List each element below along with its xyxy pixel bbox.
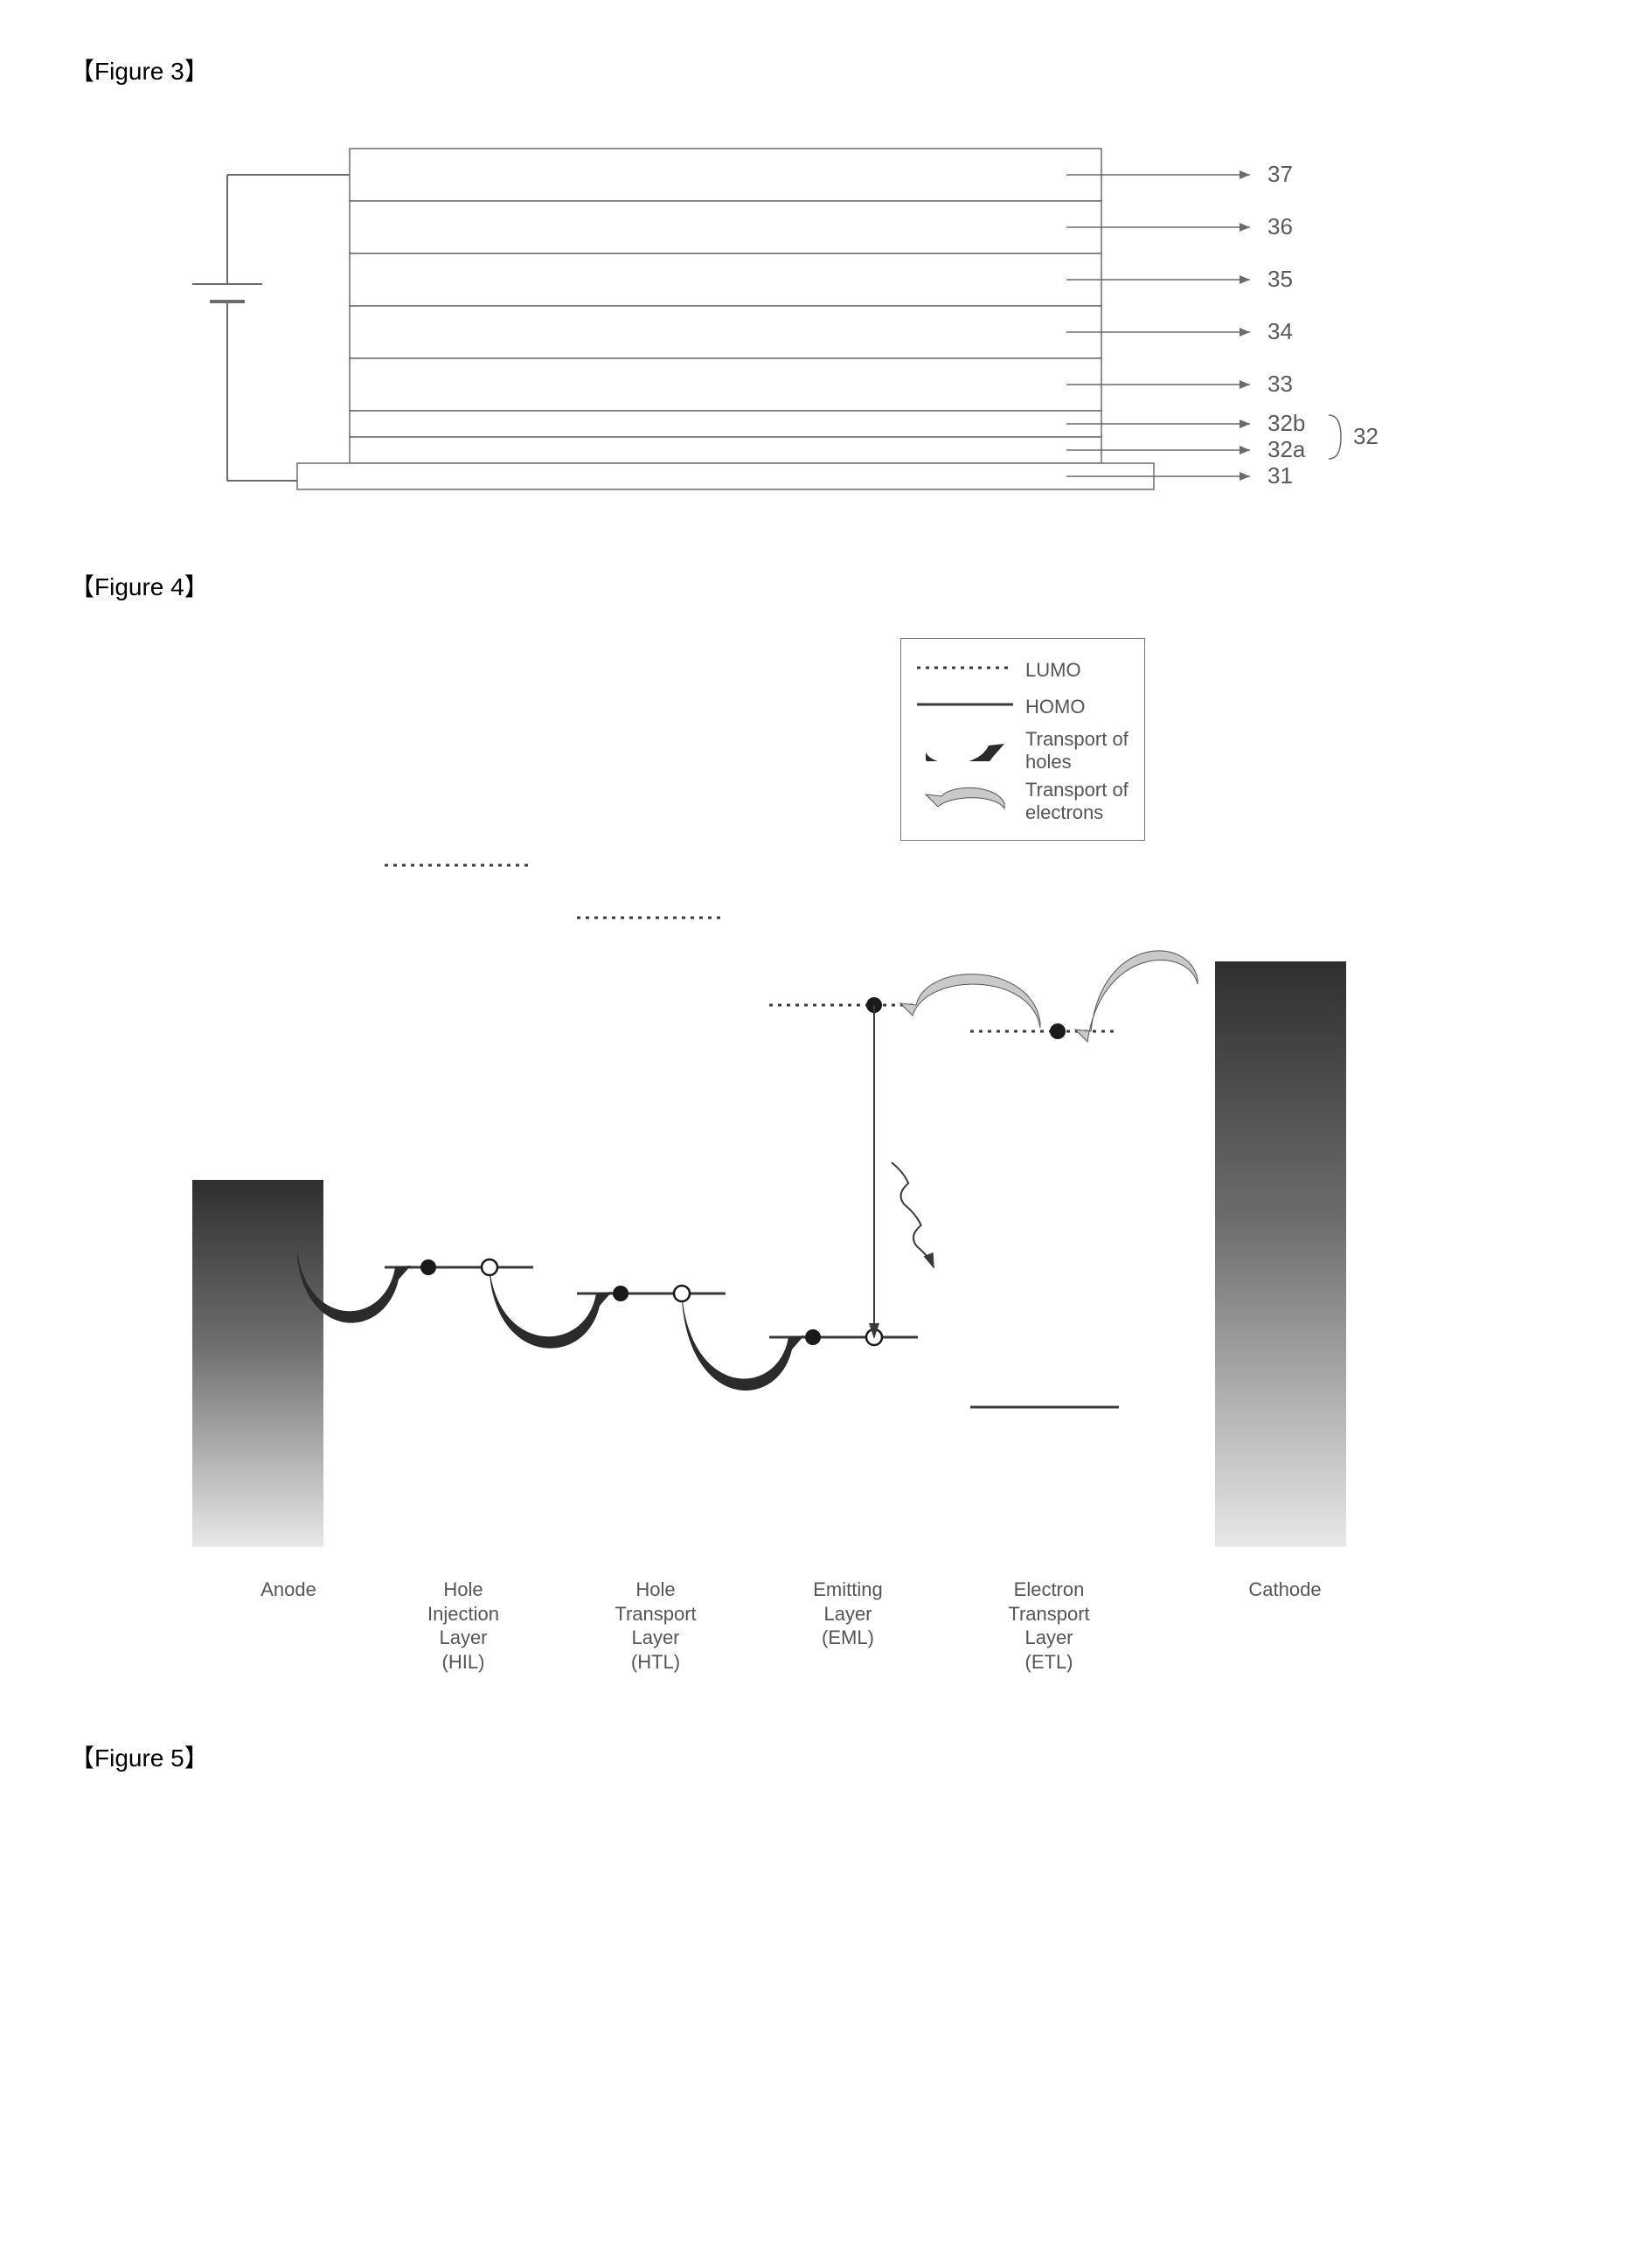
figure-3-title: 【Figure 3】 (70, 52, 1597, 87)
axis-label: Hole Transport Layer (HTL) (586, 1578, 726, 1674)
figure-5-title: 【Figure 5】 (70, 1739, 1597, 1774)
layer-label-36: 36 (1267, 213, 1293, 240)
layer-label-35: 35 (1267, 266, 1293, 293)
figure-4-title: 【Figure 4】 (70, 568, 1597, 603)
figure-3-svg (122, 114, 1521, 551)
hole-dot-filled (420, 1259, 436, 1275)
cathode-block (1215, 961, 1346, 1547)
layer-label-34: 34 (1267, 318, 1293, 345)
axis-label: Electron Transport Layer (ETL) (979, 1578, 1119, 1674)
axis-label: Cathode (1215, 1578, 1355, 1602)
electron-dot (1050, 1023, 1066, 1039)
axis-label: Anode (219, 1578, 358, 1602)
layer-label-37: 37 (1267, 161, 1293, 188)
hole-arrow-icon (490, 1267, 612, 1349)
layer-label-32b: 32b (1267, 410, 1305, 437)
electron-arrow-icon (1075, 951, 1198, 1042)
figure-4-svg (166, 638, 1477, 1687)
hole-dot-filled (613, 1286, 628, 1301)
hole-dot-open (482, 1259, 497, 1275)
figure-4-diagram: LUMOHOMOTransport of holesTransport of e… (166, 638, 1477, 1687)
figure-3-diagram: 37 36 35 34 33 32b32a31 32 (122, 114, 1521, 551)
layer-label-31: 31 (1267, 462, 1293, 489)
anode-block (192, 1180, 323, 1547)
hole-arrow-icon (682, 1294, 804, 1391)
axis-label: Hole Injection Layer (HIL) (393, 1578, 533, 1674)
hole-dot-filled (805, 1329, 821, 1345)
layer-label-33: 33 (1267, 371, 1293, 398)
layer-label-32a: 32a (1267, 436, 1305, 463)
emission-arrow (892, 1162, 934, 1267)
hole-dot-open (674, 1286, 690, 1301)
axis-label: Emitting Layer (EML) (778, 1578, 918, 1650)
electron-arrow-icon (900, 974, 1040, 1028)
layer-group-label-32: 32 (1353, 423, 1379, 450)
